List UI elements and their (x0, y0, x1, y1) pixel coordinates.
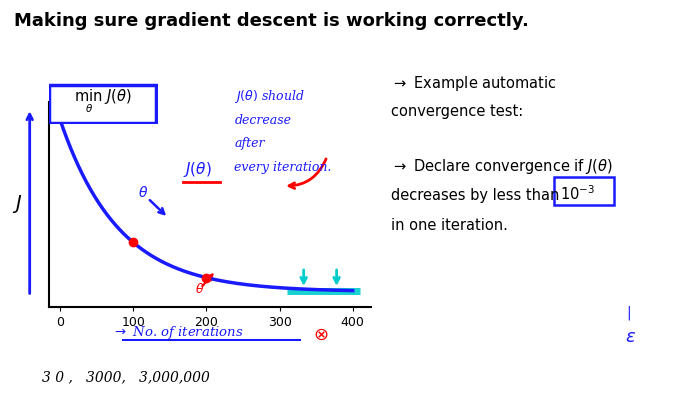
Text: $J(\theta)$: $J(\theta)$ (183, 160, 212, 178)
Text: $J(\theta)$ should: $J(\theta)$ should (234, 88, 305, 105)
Text: $\rightarrow$ Example automatic: $\rightarrow$ Example automatic (391, 74, 556, 94)
Text: convergence test:: convergence test: (391, 104, 523, 119)
Text: decreases by less than: decreases by less than (391, 188, 559, 204)
Text: $10^{-3}$: $10^{-3}$ (560, 185, 595, 204)
Text: $\theta$: $\theta$ (195, 282, 204, 296)
Text: $\rightarrow$ Declare convergence if $J(\theta)$: $\rightarrow$ Declare convergence if $J(… (391, 157, 612, 176)
Text: Making sure gradient descent is working correctly.: Making sure gradient descent is working … (14, 11, 529, 29)
Text: $\min_{\theta}\ J(\theta)$: $\min_{\theta}\ J(\theta)$ (74, 88, 132, 115)
Text: after: after (234, 138, 265, 151)
Text: decrease: decrease (234, 114, 291, 127)
Text: 3 0 ,   3000,   3,000,000: 3 0 , 3000, 3,000,000 (42, 370, 210, 384)
Text: $J$: $J$ (12, 193, 22, 215)
Text: $\rightarrow$ No. of iterations: $\rightarrow$ No. of iterations (112, 324, 244, 341)
Text: $\theta$: $\theta$ (139, 185, 148, 200)
Text: $\otimes$: $\otimes$ (313, 326, 328, 344)
Text: in one iteration.: in one iteration. (391, 218, 508, 233)
FancyBboxPatch shape (49, 84, 156, 123)
Text: |: | (626, 305, 631, 320)
Text: every iteration.: every iteration. (234, 161, 332, 174)
Text: $\varepsilon$: $\varepsilon$ (625, 328, 636, 346)
